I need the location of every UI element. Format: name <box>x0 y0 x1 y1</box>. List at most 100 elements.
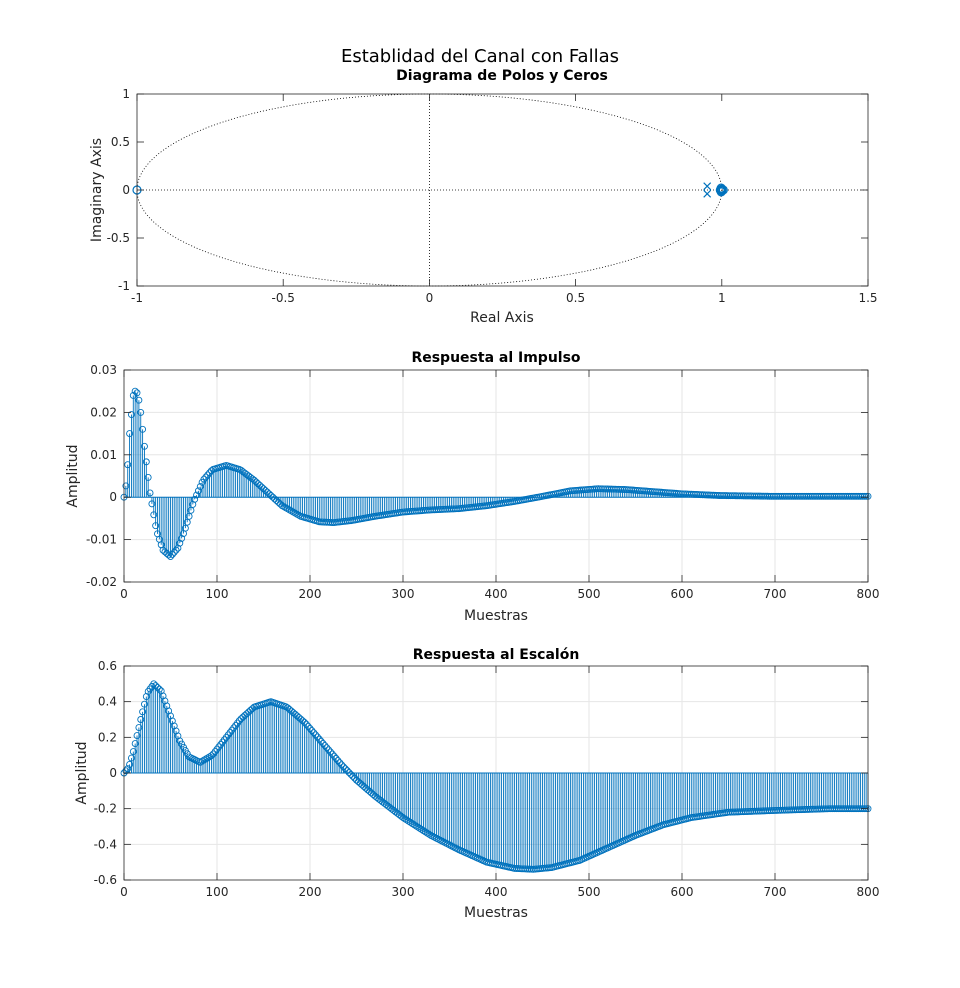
stem-point <box>412 822 420 830</box>
stem-point <box>425 830 433 838</box>
stem-point <box>336 759 344 767</box>
x-tick-label: 400 <box>485 885 508 899</box>
stem-point <box>133 389 141 397</box>
stem-point <box>226 729 234 737</box>
stem-point <box>220 736 228 744</box>
stem-point <box>403 816 411 824</box>
x-tick-label: 300 <box>392 885 415 899</box>
y-tick-label: 0.02 <box>90 405 117 419</box>
stem-point <box>323 744 331 752</box>
x-tick-label: 600 <box>671 587 694 601</box>
x-tick-label: 0.5 <box>566 291 585 305</box>
stem-point <box>198 757 206 765</box>
stem-point <box>230 724 238 732</box>
x-tick-label: 700 <box>764 587 787 601</box>
stem-point <box>193 491 200 499</box>
stem-point <box>222 733 230 741</box>
stem-point <box>267 492 275 499</box>
stem-point <box>152 682 160 690</box>
stem-point <box>289 508 297 516</box>
stem-point <box>293 510 301 518</box>
stem-point <box>224 731 232 739</box>
stem-point <box>204 471 212 479</box>
y-tick-label: 0.6 <box>98 659 117 673</box>
stem-point <box>401 815 409 823</box>
stem-point <box>252 478 260 486</box>
stem-point <box>137 716 145 723</box>
stem-point <box>263 488 271 496</box>
stem-point <box>300 718 308 726</box>
x-tick-label: 800 <box>857 587 880 601</box>
stem-point <box>416 824 424 832</box>
stem-point <box>219 738 227 746</box>
impulse-ylabel: Amplitud <box>65 444 81 507</box>
stem-point <box>150 680 158 688</box>
y-tick-label: -0.5 <box>107 231 130 245</box>
stem-point <box>141 442 148 450</box>
step-title: Respuesta al Escalón <box>413 647 580 663</box>
stem-point <box>165 551 173 559</box>
x-tick-label: 400 <box>485 587 508 601</box>
stem-point <box>131 740 139 748</box>
stem-point <box>256 481 264 489</box>
zero-marker <box>715 185 725 195</box>
stem-point <box>260 485 267 493</box>
stem-point <box>202 473 210 481</box>
stem-point <box>148 500 156 508</box>
stem-point <box>139 425 147 433</box>
stem-point <box>325 746 333 754</box>
stem-point <box>315 735 323 743</box>
stem-point <box>178 534 186 542</box>
pole-zero-chart: Diagrama de Polos y Ceros -1 -0.5 0 0.5 1 1.5… <box>89 68 878 326</box>
stem-point <box>280 503 288 511</box>
stem-point <box>168 550 176 558</box>
stem-point <box>228 726 236 734</box>
y-tick-label: 0.4 <box>98 695 117 709</box>
stem-point <box>127 754 135 762</box>
stem-point <box>232 721 240 729</box>
x-tick-label: 1.5 <box>858 291 877 305</box>
zero-marker <box>718 185 728 195</box>
impulse-title: Respuesta al Impulso <box>411 350 580 366</box>
stem-point <box>137 408 145 416</box>
stem-point <box>414 823 422 831</box>
stem-point <box>327 748 334 756</box>
step-ylabel: Amplitud <box>74 741 90 804</box>
stem-point <box>187 506 195 514</box>
x-tick-label: 500 <box>578 885 601 899</box>
stem-point <box>122 482 130 490</box>
stem-point <box>248 705 256 713</box>
stem-point <box>334 757 342 764</box>
y-tick-label: -0.01 <box>86 533 117 547</box>
stem-point <box>254 480 262 488</box>
stem-point <box>308 727 316 735</box>
x-tick-label: 0 <box>120 885 128 899</box>
x-tick-label: 1 <box>718 291 726 305</box>
stem-point <box>235 717 243 725</box>
pole-zero-ylabel: Imaginary Axis <box>89 138 105 242</box>
stem-point <box>271 495 279 503</box>
stem-point <box>124 765 132 773</box>
stem-point <box>274 498 282 506</box>
stem-point <box>282 504 290 512</box>
x-tick-label: 100 <box>206 587 229 601</box>
stem-point <box>304 722 312 730</box>
step-response-chart: Respuesta al Escalón 0 100 200 300 400 500 600… <box>74 647 879 921</box>
stem-point <box>150 511 158 519</box>
stem-point <box>170 548 178 556</box>
x-tick-label: 200 <box>299 587 322 601</box>
stem-point <box>196 758 204 766</box>
stem-point <box>176 539 184 547</box>
stem-point <box>155 685 163 693</box>
stem-point <box>122 767 130 775</box>
stem-point <box>213 745 221 753</box>
y-tick-label: 0.01 <box>90 448 117 462</box>
stem-point <box>139 708 147 716</box>
stem-point <box>306 724 314 732</box>
stem-point <box>338 761 346 769</box>
y-tick-label: 0 <box>109 766 117 780</box>
x-tick-label: -1 <box>131 291 143 305</box>
impulse-xlabel: Muestras <box>464 608 528 624</box>
stem-point <box>862 492 870 500</box>
